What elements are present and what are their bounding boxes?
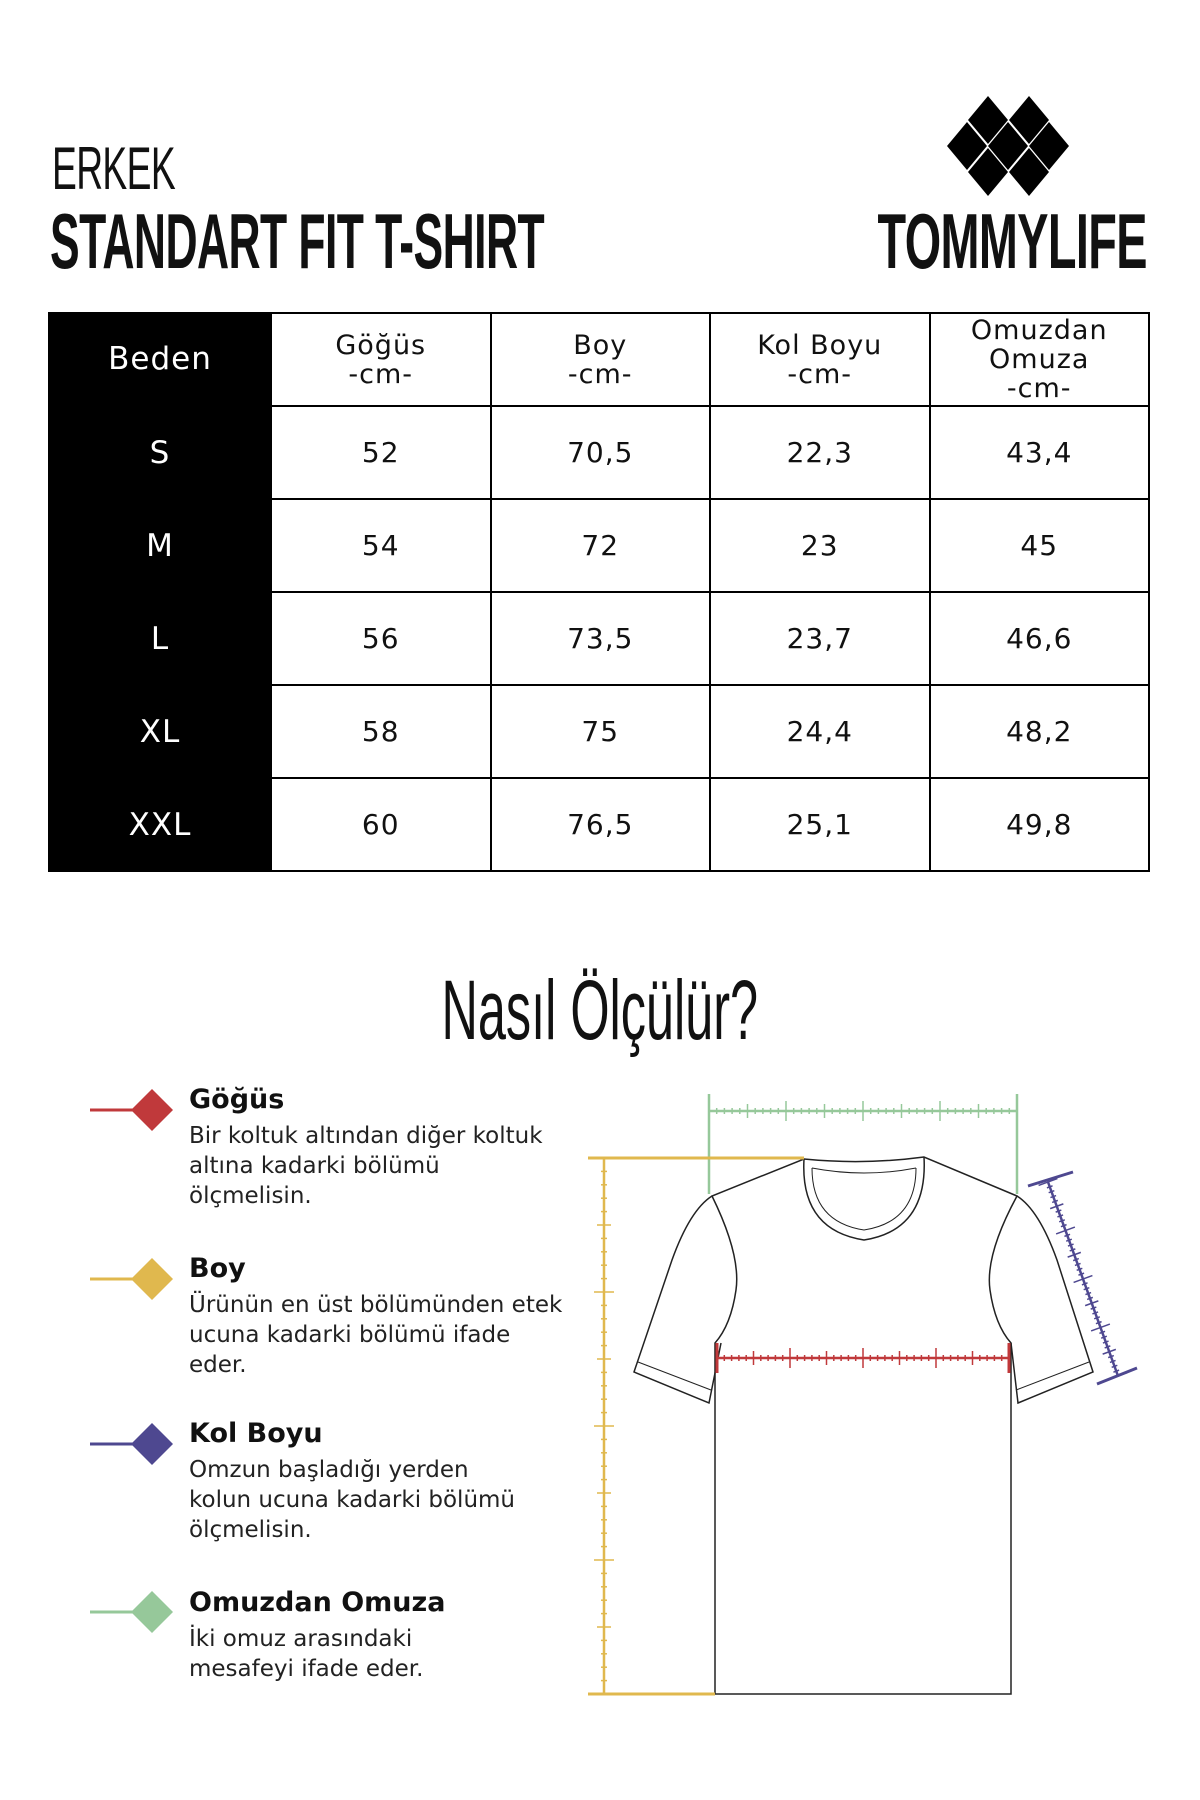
table-row: M 54 72 23 45	[48, 498, 1150, 593]
size-cell: S	[48, 405, 272, 500]
table-row: S 52 70,5 22,3 43,4	[48, 405, 1150, 500]
page-title: STANDART FIT T-SHIRT	[50, 197, 545, 285]
legend-title: Boy	[189, 1253, 246, 1284]
table-row: XXL 60 76,5 25,1 49,8	[48, 777, 1150, 872]
legend-item-kol-boyu: Kol Boyu Omzun başladığı yerden kolun uc…	[189, 1417, 519, 1545]
measurement-cell: 52	[270, 405, 492, 500]
legend-diamond-icon	[90, 1591, 173, 1633]
measurement-cell: 75	[489, 684, 711, 779]
table-row: XL 58 75 24,4 48,2	[48, 684, 1150, 779]
measurement-cell: 70,5	[489, 405, 711, 500]
column-header: Boy -cm-	[489, 312, 711, 407]
measurement-cell: 73,5	[489, 591, 711, 686]
measurement-cell: 43,4	[928, 405, 1150, 500]
measurement-cell: 56	[270, 591, 492, 686]
measurement-cell: 54	[270, 498, 492, 593]
category-label: ERKEK	[52, 135, 176, 202]
table-row: L 56 73,5 23,7 46,6	[48, 591, 1150, 686]
legend-title: Omuzdan Omuza	[189, 1587, 446, 1618]
legend-desc: Bir koltuk altından diğer koltuk altına …	[189, 1123, 543, 1209]
measurement-cell: 25,1	[709, 777, 931, 872]
measurement-cell: 60	[270, 777, 492, 872]
column-header: Beden	[48, 312, 272, 407]
legend-title: Kol Boyu	[189, 1418, 323, 1449]
measurement-cell: 72	[489, 498, 711, 593]
column-header-line2: -cm-	[787, 358, 853, 390]
measurement-cell: 49,8	[928, 777, 1150, 872]
measurement-cell: 58	[270, 684, 492, 779]
measurement-cell: 48,2	[928, 684, 1150, 779]
measurement-cell: 23,7	[709, 591, 931, 686]
brand-logo-text: TOMMYLIFE	[877, 197, 1148, 285]
brand-diamond-logo-icon	[947, 96, 1069, 196]
size-cell: XL	[48, 684, 272, 779]
legend-diamond-icon	[90, 1258, 173, 1300]
column-header: Göğüs -cm-	[270, 312, 492, 407]
measurement-cell: 76,5	[489, 777, 711, 872]
sleeve-ruler	[1038, 1177, 1128, 1381]
legend-title: Göğüs	[189, 1084, 285, 1115]
legend-desc: Ürünün en üst bölümünden etek ucuna kada…	[189, 1292, 563, 1378]
tshirt-outline	[633, 1156, 1094, 1695]
column-header: Omuzdan Omuza -cm-	[928, 312, 1150, 407]
column-header-line1: Omuzdan	[970, 315, 1108, 346]
shoulder-guide-lines	[588, 1094, 1138, 1696]
legend-desc: İki omuz arasındaki mesafeyi ifade eder.	[189, 1626, 424, 1682]
column-header-line1: Göğüs	[335, 329, 427, 361]
column-header-line3: -cm-	[1006, 373, 1072, 404]
legend-item-gogus: Göğüs Bir koltuk altından diğer koltuk a…	[189, 1083, 569, 1211]
length-ruler	[594, 1157, 614, 1695]
column-header-line1: Boy	[573, 329, 628, 361]
column-header-line2: -cm-	[567, 358, 633, 390]
column-header: Kol Boyu -cm-	[709, 312, 931, 407]
legend-desc: Omzun başladığı yerden kolun ucuna kadar…	[189, 1457, 516, 1543]
table-header-row: Beden Göğüs -cm- Boy -cm- Kol Boyu -cm- Omuzdan…	[48, 312, 1150, 407]
size-cell: M	[48, 498, 272, 593]
how-to-measure-text: Nasıl Ölçülür?	[441, 963, 759, 1057]
measurement-cell: 45	[928, 498, 1150, 593]
shoulder-ruler	[708, 1101, 1018, 1121]
column-header-line1: Beden	[108, 341, 212, 377]
measurement-cell: 22,3	[709, 405, 931, 500]
legend-diamond-icon	[90, 1423, 173, 1465]
column-header-line2: Omuza	[989, 344, 1090, 375]
size-cell: XXL	[48, 777, 272, 872]
how-to-measure-title: Nasıl Ölçülür?	[0, 962, 1200, 1059]
legend-item-omuz: Omuzdan Omuza İki omuz arasındaki mesafe…	[189, 1586, 489, 1684]
chest-ruler	[716, 1348, 1010, 1368]
legend-item-boy: Boy Ürünün en üst bölümünden etek ucuna …	[189, 1252, 569, 1380]
size-table: Beden Göğüs -cm- Boy -cm- Kol Boyu -cm- Omuzdan…	[48, 312, 1150, 872]
measurement-cell: 46,6	[928, 591, 1150, 686]
measurement-cell: 24,4	[709, 684, 931, 779]
column-header-line2: -cm-	[348, 358, 414, 390]
legend-diamond-icon	[90, 1089, 173, 1131]
size-cell: L	[48, 591, 272, 686]
measurement-cell: 23	[709, 498, 931, 593]
column-header-line1: Kol Boyu	[757, 329, 883, 361]
